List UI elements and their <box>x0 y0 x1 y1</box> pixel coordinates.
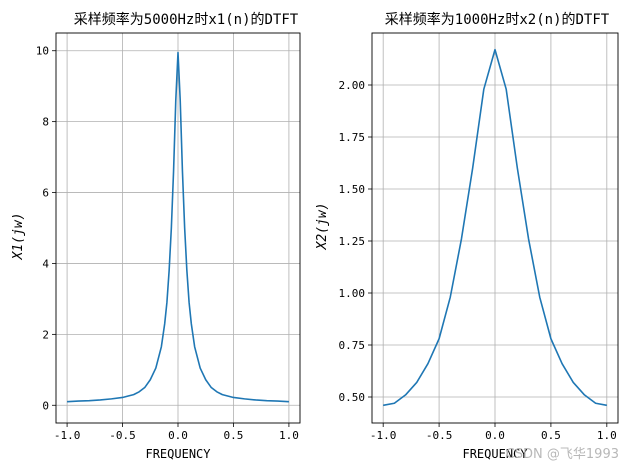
left-chart-xtick-label-3: 0.5 <box>224 429 244 442</box>
left-chart-xlabel: FREQUENCY <box>145 447 211 461</box>
right-chart-ytick-label-2: 1.00 <box>339 287 366 300</box>
right-chart-title: 采样频率为1000Hz时x2(n)的DTFT <box>385 11 610 28</box>
right-chart-xtick-label-4: 1.0 <box>597 429 617 442</box>
right-chart-ylabel: X2(jw) <box>315 203 330 251</box>
right-chart-xtick-label-0: -1.0 <box>370 429 397 442</box>
right-chart-xtick-label-3: 0.5 <box>541 429 561 442</box>
right-chart-series-line-0 <box>383 48 607 407</box>
left-chart-ytick-label-4: 8 <box>42 116 49 129</box>
right-chart-ytick-label-0: 0.50 <box>339 391 366 404</box>
left-chart-series-line-0 <box>67 51 289 403</box>
left-chart-xtick-label-1: -0.5 <box>109 429 136 442</box>
left-chart-panel: 采样频率为5000Hz时x1(n)的DTFT FREQUENCY X1(jw) … <box>11 11 301 461</box>
right-chart-ytick-label-4: 1.50 <box>339 183 366 196</box>
left-chart-ytick-label-2: 4 <box>42 257 49 270</box>
right-chart-ytick-label-1: 0.75 <box>339 339 366 352</box>
right-chart-xtick-label-2: 0.0 <box>485 429 505 442</box>
right-chart-panel: 采样频率为1000Hz时x2(n)的DTFT FREQUENCY X2(jw) … <box>315 11 619 461</box>
left-chart-xtick-label-2: 0.0 <box>168 429 188 442</box>
left-chart-xtick-label-0: -1.0 <box>54 429 81 442</box>
left-chart-xtick-label-4: 1.0 <box>279 429 299 442</box>
left-chart-ytick-label-5: 10 <box>36 45 49 58</box>
left-chart-ytick-label-1: 2 <box>42 328 49 341</box>
right-chart-ytick-label-5: 1.75 <box>339 131 366 144</box>
right-chart-ytick-label-3: 1.25 <box>339 235 366 248</box>
right-chart-xtick-label-1: -0.5 <box>426 429 453 442</box>
left-chart-ytick-label-3: 6 <box>42 187 49 200</box>
right-chart-xlabel: FREQUENCY <box>462 447 528 461</box>
left-chart-ylabel: X1(jw) <box>11 213 26 261</box>
right-chart-ytick-label-6: 2.00 <box>339 79 366 92</box>
left-chart-title: 采样频率为5000Hz时x1(n)的DTFT <box>74 11 299 28</box>
left-chart-ytick-label-0: 0 <box>42 399 49 412</box>
watermark: CSDN @飞华1993 <box>505 447 619 462</box>
